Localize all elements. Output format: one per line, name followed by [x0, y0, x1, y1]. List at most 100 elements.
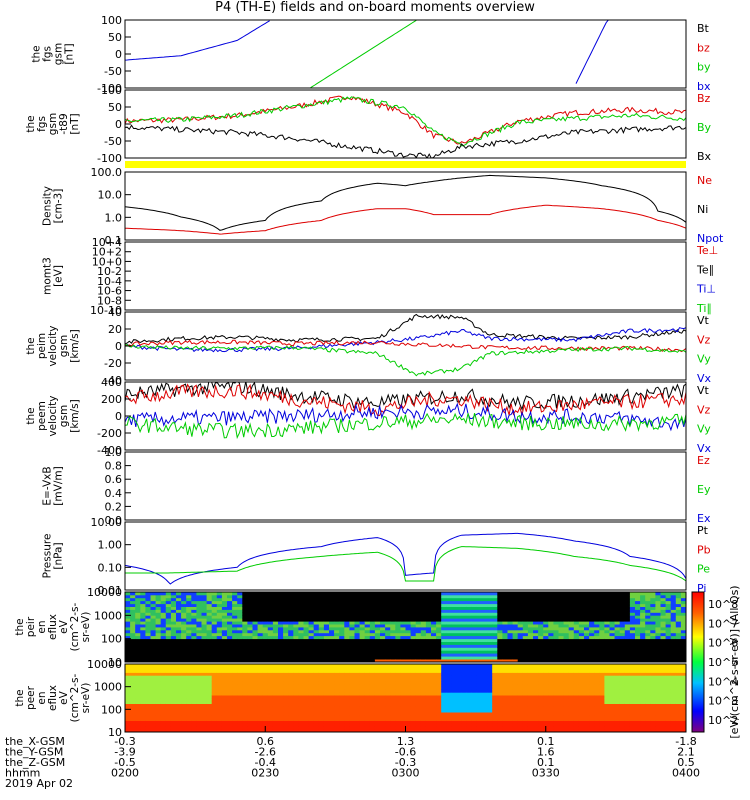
spectrogram-cell: [242, 717, 248, 721]
spectrogram-cell: [135, 624, 141, 628]
spectrogram-cell: [272, 729, 279, 732]
spectrogram-cell: [410, 709, 417, 713]
spectrogram-cell: [313, 650, 320, 654]
spectrogram-cell: [257, 615, 264, 619]
spectrogram-cell: [170, 706, 177, 710]
spectrogram-cell: [237, 666, 243, 670]
spectrogram-cell: [247, 592, 253, 596]
spectrogram-cell: [313, 683, 320, 687]
spectrogram-cell: [385, 672, 391, 676]
spectrogram-cell: [232, 723, 238, 727]
spectrogram-cell: [538, 597, 544, 602]
spectrogram-cell: [227, 723, 233, 727]
spectrogram-cell: [395, 653, 401, 657]
spectrogram-cell: [390, 669, 396, 673]
spectrogram-cell: [405, 720, 411, 724]
spectrogram-cell: [293, 653, 299, 657]
spectrogram-cell: [548, 644, 554, 648]
spectrogram-cell: [344, 715, 350, 719]
spectrogram-cell: [252, 729, 258, 732]
spectrogram-cell: [533, 653, 539, 657]
ylabel-line: en: [36, 620, 48, 633]
spectrogram-cell: [237, 618, 243, 622]
spectrogram-cell: [227, 709, 233, 713]
spectrogram-cell: [145, 632, 151, 637]
spectrogram-cell: [262, 641, 269, 645]
spectrogram-cell: [237, 627, 243, 631]
spectrogram-cell: [216, 597, 223, 602]
spectrogram-cell: [313, 709, 320, 713]
spectrogram-cell: [170, 723, 177, 727]
spectrogram-cell: [227, 720, 233, 724]
spectrogram-cell: [400, 656, 406, 660]
spectrogram-cell: [181, 612, 187, 616]
spectrogram-cell: [359, 692, 366, 696]
spectrogram-cell: [135, 729, 141, 732]
spectrogram-cell: [385, 703, 391, 707]
spectrogram-cell: [313, 689, 320, 693]
spectrogram-cell: [344, 641, 350, 645]
spectrogram-cell: [441, 650, 447, 654]
spectrogram-cell: [191, 624, 197, 628]
spectrogram-cell: [533, 698, 539, 702]
spectrogram-cell: [487, 635, 493, 640]
legend-Vx: Vx: [697, 372, 712, 385]
spectrogram-cell: [507, 594, 513, 599]
spectrogram-cell: [150, 638, 156, 642]
spectrogram-cell: [216, 632, 223, 637]
spectrogram-cell: [599, 638, 605, 642]
spectrogram-cell: [415, 650, 422, 654]
spectrogram-cell: [553, 709, 559, 713]
spectrogram-cell: [232, 594, 238, 599]
spectrogram-cell: [267, 621, 274, 625]
spectrogram-cell: [543, 723, 549, 727]
spectrogram-cell: [538, 629, 544, 634]
spectrogram-cell: [242, 695, 248, 699]
spectrogram-cell: [497, 624, 503, 628]
spectrogram-cell: [380, 664, 386, 668]
spectrogram-cell: [323, 678, 330, 682]
spectrogram-cell: [252, 603, 258, 607]
spectrogram-cell: [517, 592, 524, 596]
spectrogram-cell: [527, 678, 534, 682]
spectrogram-cell: [538, 644, 544, 648]
spectrogram-cell: [176, 683, 182, 687]
spectrogram-cell: [160, 624, 167, 628]
spectrogram-cell: [533, 612, 539, 616]
spectrogram-cell: [538, 635, 544, 640]
spectrogram-cell: [262, 683, 269, 687]
spectrogram-cell: [680, 638, 686, 642]
spectrogram-cell: [354, 709, 360, 713]
spectrogram-cell: [538, 594, 544, 599]
spectrogram-cell: [369, 672, 376, 676]
spectrogram-cell: [635, 618, 641, 622]
spectrogram-cell: [160, 656, 167, 660]
spectrogram-cell: [441, 592, 447, 596]
spectrogram-cell: [364, 678, 371, 682]
spectrogram-cell: [553, 715, 559, 719]
spectrogram-cell: [527, 689, 534, 693]
spectrogram-cell: [267, 597, 274, 602]
spectrogram-cell: [293, 624, 299, 628]
spectrogram-cell: [288, 720, 294, 724]
spectrogram-cell: [456, 600, 462, 605]
spectrogram-cell: [206, 695, 213, 699]
spectrogram-cell: [522, 672, 529, 676]
spectrogram-cell: [502, 650, 508, 654]
spectrogram-cell: [369, 629, 376, 634]
spectrogram-cell: [323, 627, 330, 631]
spectrogram-cell: [318, 618, 325, 622]
spectrogram-cell: [548, 594, 554, 599]
spectrogram-cell: [614, 618, 621, 622]
spectrogram-cell: [288, 689, 294, 693]
spectrogram-cell: [191, 635, 197, 640]
spectrogram-cell: [272, 656, 279, 660]
spectrogram-cell: [369, 618, 376, 622]
spectrogram-cell: [527, 612, 534, 616]
spectrogram-cell: [170, 689, 177, 693]
spectrogram-cell: [262, 664, 269, 668]
spectrogram-cell: [374, 686, 381, 690]
spectrogram-cell: [456, 656, 462, 660]
spectrogram-cell: [293, 629, 299, 634]
spectrogram-cell: [272, 669, 279, 673]
